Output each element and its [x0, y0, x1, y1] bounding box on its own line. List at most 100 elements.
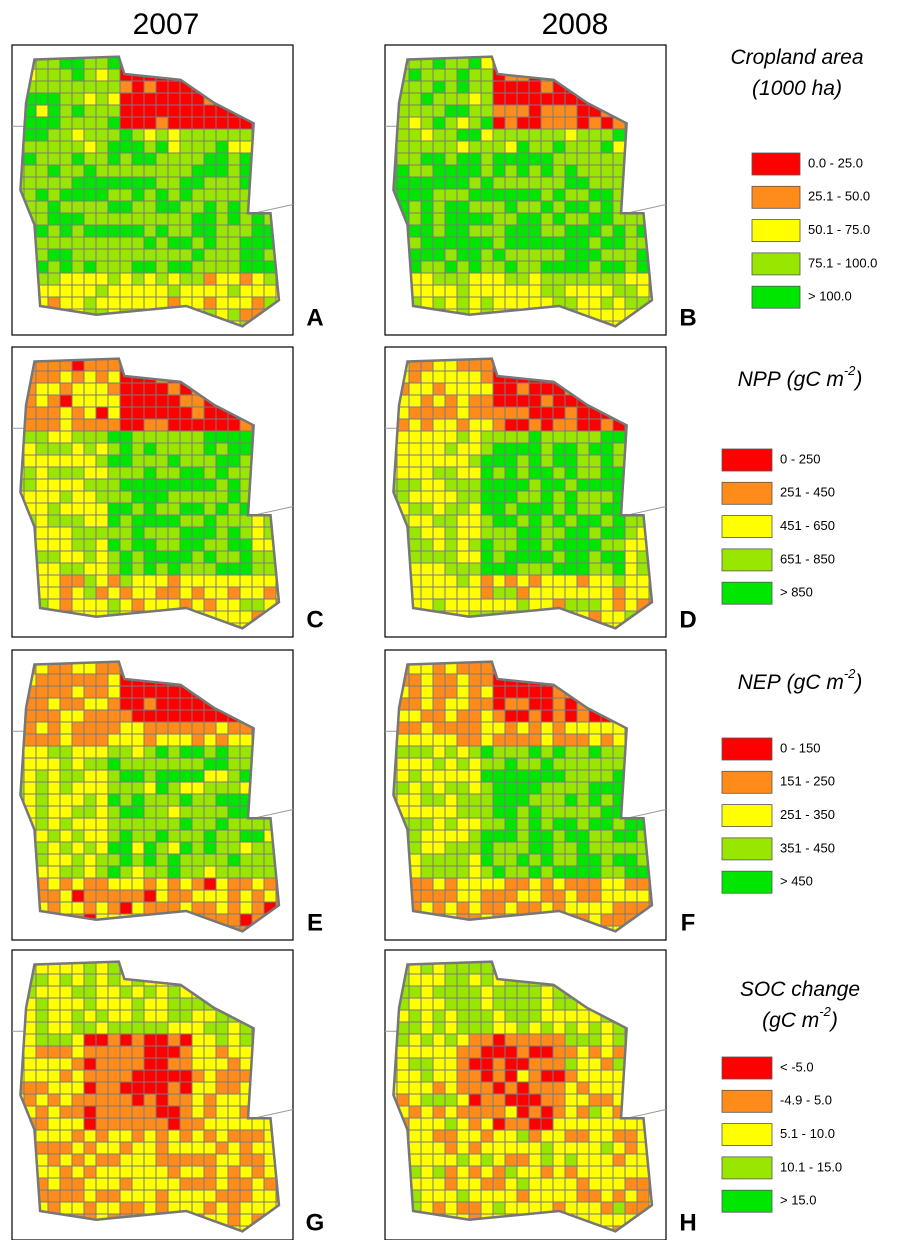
- county: [252, 249, 264, 261]
- county: [433, 770, 445, 782]
- county: [541, 419, 553, 431]
- county: [541, 686, 553, 698]
- county: [445, 806, 457, 818]
- county: [445, 177, 457, 189]
- county: [36, 129, 48, 141]
- county: [553, 503, 565, 515]
- county: [120, 515, 132, 527]
- county: [481, 491, 493, 503]
- county: [24, 1058, 36, 1070]
- county: [96, 890, 108, 902]
- county: [529, 551, 541, 563]
- county: [72, 986, 84, 998]
- county: [48, 1022, 60, 1034]
- county: [60, 527, 72, 539]
- county: [180, 141, 192, 153]
- county: [589, 117, 601, 129]
- county: [24, 129, 36, 141]
- county: [577, 1178, 589, 1190]
- county: [517, 770, 529, 782]
- county: [481, 153, 493, 165]
- county: [132, 854, 144, 866]
- county: [108, 117, 120, 129]
- county: [168, 998, 180, 1010]
- county: [84, 527, 96, 539]
- county: [601, 587, 613, 599]
- county: [60, 261, 72, 273]
- county: [541, 890, 553, 902]
- county: [601, 515, 613, 527]
- county: [589, 563, 601, 575]
- county: [553, 1130, 565, 1142]
- county: [505, 587, 517, 599]
- county: [589, 515, 601, 527]
- county: [577, 189, 589, 201]
- county: [505, 770, 517, 782]
- county: [252, 1142, 264, 1154]
- county: [469, 81, 481, 93]
- county: [180, 407, 192, 419]
- county: [529, 1034, 541, 1046]
- county: [36, 710, 48, 722]
- county: [108, 515, 120, 527]
- county: [409, 1058, 421, 1070]
- county: [204, 890, 216, 902]
- county: [529, 1046, 541, 1058]
- county: [180, 261, 192, 273]
- county: [433, 746, 445, 758]
- county: [192, 539, 204, 551]
- county: [481, 129, 493, 141]
- county: [445, 141, 457, 153]
- county: [505, 153, 517, 165]
- county: [457, 69, 469, 81]
- county: [529, 539, 541, 551]
- county: [72, 419, 84, 431]
- county: [180, 165, 192, 177]
- county: [493, 1190, 505, 1202]
- county: [457, 758, 469, 770]
- county: [505, 93, 517, 105]
- county: [589, 866, 601, 878]
- county: [36, 371, 48, 383]
- county: [445, 1070, 457, 1082]
- county: [84, 1046, 96, 1058]
- county: [108, 237, 120, 249]
- county: [517, 93, 529, 105]
- county: [445, 830, 457, 842]
- county: [517, 419, 529, 431]
- county: [168, 105, 180, 117]
- county: [96, 974, 108, 986]
- county: [72, 866, 84, 878]
- county: [48, 1142, 60, 1154]
- county: [565, 830, 577, 842]
- county: [445, 81, 457, 93]
- county: [613, 842, 625, 854]
- county: [120, 153, 132, 165]
- county: [144, 105, 156, 117]
- county: [565, 105, 577, 117]
- county: [132, 866, 144, 878]
- county: [24, 1034, 36, 1046]
- county: [60, 371, 72, 383]
- county: [433, 153, 445, 165]
- county: [637, 575, 649, 587]
- county: [120, 842, 132, 854]
- county: [541, 587, 553, 599]
- county: [204, 249, 216, 261]
- legend-label: > 15.0: [780, 1193, 817, 1208]
- county: [48, 587, 60, 599]
- county: [216, 842, 228, 854]
- county: [204, 213, 216, 225]
- county: [192, 491, 204, 503]
- county: [96, 1178, 108, 1190]
- county: [565, 273, 577, 285]
- county: [216, 491, 228, 503]
- county: [565, 854, 577, 866]
- county: [60, 93, 72, 105]
- county: [168, 986, 180, 998]
- county: [481, 1142, 493, 1154]
- county: [577, 1058, 589, 1070]
- county: [589, 129, 601, 141]
- county: [553, 431, 565, 443]
- county: [421, 189, 433, 201]
